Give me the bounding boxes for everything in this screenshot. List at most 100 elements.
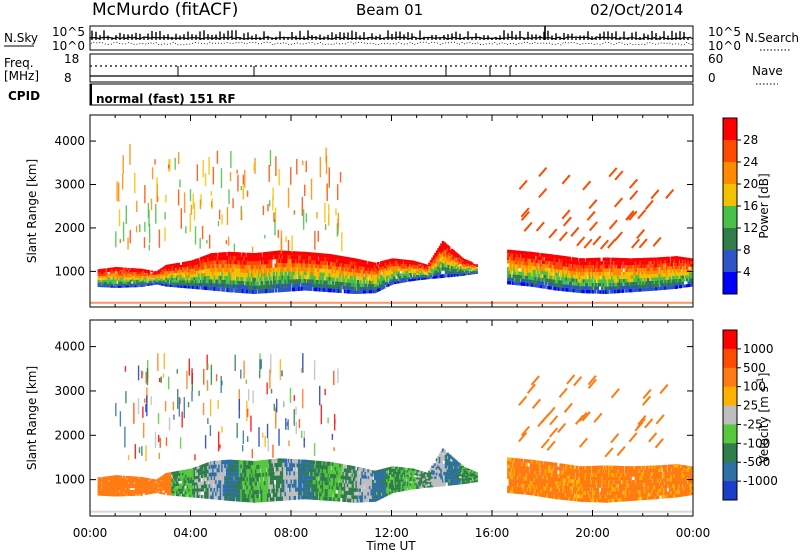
beam-title: Beam 01 — [356, 1, 423, 19]
data-cell — [100, 274, 104, 277]
data-cell — [441, 240, 445, 245]
data-cell — [231, 251, 234, 257]
data-cell — [403, 275, 407, 278]
data-cell — [174, 263, 178, 266]
data-cell — [375, 289, 379, 293]
data-cell — [210, 476, 214, 481]
data-cell — [667, 259, 670, 264]
data-cell — [646, 281, 650, 285]
data-cell — [257, 264, 261, 270]
data-cell — [552, 268, 555, 273]
data-cell — [309, 252, 313, 257]
data-cell — [112, 483, 116, 486]
data-cell — [549, 282, 552, 287]
data-cell — [552, 265, 555, 269]
data-cell — [575, 264, 579, 269]
data-cell — [249, 257, 252, 262]
data-cell — [246, 481, 249, 486]
data-cell — [116, 490, 120, 493]
data-cell — [99, 285, 102, 288]
nave-tick-bottom: 0 — [708, 71, 716, 85]
data-cell — [456, 260, 460, 263]
data-cell — [678, 275, 682, 279]
data-cell — [447, 255, 451, 259]
data-cell — [331, 284, 335, 289]
data-streak — [204, 173, 207, 187]
data-cell — [351, 283, 354, 287]
data-cell — [535, 284, 539, 288]
data-cell — [656, 273, 660, 278]
data-cell — [426, 272, 430, 274]
data-cell — [202, 272, 206, 277]
data-cell — [193, 280, 197, 284]
data-cell — [269, 284, 273, 289]
data-cell — [414, 263, 418, 266]
data-cell — [359, 283, 363, 287]
data-cell — [606, 268, 610, 273]
data-cell — [452, 268, 455, 272]
data-cell — [440, 257, 443, 261]
data-cell — [621, 275, 625, 279]
data-cell — [543, 253, 546, 257]
data-cell — [246, 468, 249, 474]
data-cell — [224, 264, 227, 269]
data-cell — [399, 261, 402, 264]
data-cell — [247, 269, 251, 274]
data-cell — [411, 262, 415, 265]
data-cell — [278, 254, 282, 259]
data-cell — [648, 281, 651, 285]
data-cell — [470, 270, 474, 272]
data-cell — [125, 492, 129, 495]
data-cell — [662, 286, 666, 290]
data-cell — [656, 267, 660, 271]
data-cell — [177, 493, 181, 497]
data-cell — [321, 287, 325, 292]
data-cell — [550, 275, 554, 280]
data-cell — [426, 266, 430, 268]
data-cell — [393, 266, 396, 269]
data-cell — [305, 259, 308, 264]
data-cell — [461, 261, 465, 264]
data-cell — [266, 255, 270, 260]
data-cell — [231, 276, 234, 281]
data-cell — [308, 271, 311, 276]
data-cell — [408, 268, 411, 271]
data-streak — [548, 228, 558, 239]
data-cell — [403, 270, 407, 274]
data-streak — [302, 209, 305, 230]
data-cell — [105, 490, 108, 493]
data-streak — [290, 167, 292, 185]
data-cell — [198, 465, 201, 469]
data-cell — [165, 284, 168, 287]
data-cell — [463, 263, 466, 266]
data-cell — [671, 269, 675, 273]
data-cell — [106, 283, 110, 286]
data-cell — [186, 274, 190, 278]
data-cell — [121, 269, 124, 272]
data-cell — [690, 280, 693, 284]
data-cell — [109, 283, 113, 286]
data-cell — [243, 268, 246, 273]
data-cell — [416, 269, 419, 272]
data-cell — [382, 285, 386, 289]
data-cell — [406, 268, 410, 271]
data-cell — [201, 269, 204, 274]
data-cell — [569, 260, 573, 264]
data-cell — [246, 477, 249, 482]
data-cell — [675, 275, 679, 279]
data-cell — [611, 261, 614, 265]
data-cell — [388, 264, 392, 267]
data-cell — [525, 254, 528, 259]
data-cell — [336, 274, 339, 278]
data-cell — [595, 282, 598, 287]
data-cell — [339, 281, 342, 286]
data-cell — [459, 262, 463, 265]
data-cell — [529, 262, 533, 266]
data-cell — [162, 484, 166, 487]
data-cell — [432, 269, 436, 272]
data-cell — [587, 265, 591, 269]
data-cell — [225, 496, 229, 501]
data-cell — [397, 261, 401, 264]
data-cell — [253, 469, 256, 474]
